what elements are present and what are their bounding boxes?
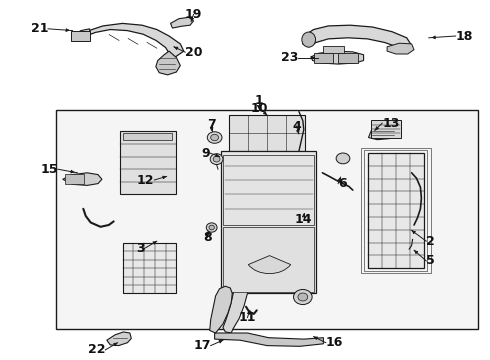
Text: 16: 16	[326, 336, 343, 349]
Ellipse shape	[213, 156, 220, 162]
Polygon shape	[156, 51, 180, 75]
Bar	[122, 243, 176, 293]
Text: 6: 6	[338, 177, 347, 190]
Bar	[56, 110, 478, 329]
Polygon shape	[210, 286, 232, 333]
Ellipse shape	[336, 153, 350, 164]
Polygon shape	[107, 332, 131, 346]
Bar	[361, 148, 431, 273]
Bar	[368, 153, 424, 268]
Text: 1: 1	[254, 94, 263, 107]
Bar	[223, 155, 314, 225]
Polygon shape	[86, 23, 184, 57]
Text: 22: 22	[88, 343, 105, 356]
Text: 2: 2	[426, 235, 435, 248]
Text: 18: 18	[456, 30, 473, 42]
Text: 19: 19	[185, 8, 202, 21]
Text: 17: 17	[193, 339, 211, 352]
Ellipse shape	[211, 134, 219, 141]
Text: 20: 20	[185, 46, 203, 59]
Text: 9: 9	[201, 147, 210, 159]
Polygon shape	[311, 51, 364, 64]
Polygon shape	[63, 173, 102, 185]
Bar	[223, 227, 314, 292]
Polygon shape	[368, 125, 398, 140]
Polygon shape	[171, 17, 194, 28]
Bar	[338, 53, 358, 63]
Bar	[120, 131, 176, 194]
Text: 15: 15	[40, 163, 58, 176]
Ellipse shape	[206, 223, 217, 232]
Bar	[71, 31, 90, 41]
Text: 3: 3	[136, 242, 145, 255]
Polygon shape	[303, 25, 411, 49]
Bar	[123, 133, 172, 140]
Text: 12: 12	[137, 174, 154, 186]
Text: 11: 11	[239, 311, 256, 324]
Text: 8: 8	[203, 231, 212, 244]
Polygon shape	[387, 43, 414, 54]
Polygon shape	[223, 271, 250, 333]
Ellipse shape	[207, 132, 222, 143]
Text: 10: 10	[251, 102, 269, 114]
Ellipse shape	[209, 225, 215, 230]
Bar	[314, 53, 333, 63]
Bar	[229, 115, 305, 151]
Text: 5: 5	[426, 255, 435, 267]
Ellipse shape	[294, 289, 312, 305]
Ellipse shape	[298, 293, 308, 301]
Bar	[364, 150, 427, 271]
Text: 21: 21	[30, 22, 48, 35]
Wedge shape	[248, 256, 291, 274]
Bar	[323, 46, 344, 53]
Ellipse shape	[302, 32, 316, 47]
Bar	[371, 120, 401, 138]
Text: 13: 13	[382, 117, 399, 130]
Bar	[220, 151, 316, 293]
Text: 7: 7	[207, 118, 216, 131]
Bar	[65, 174, 84, 184]
Text: 14: 14	[295, 213, 313, 226]
Ellipse shape	[210, 154, 223, 165]
Text: 4: 4	[292, 120, 301, 132]
Polygon shape	[73, 29, 90, 40]
Text: 23: 23	[281, 51, 298, 64]
Polygon shape	[215, 333, 323, 346]
